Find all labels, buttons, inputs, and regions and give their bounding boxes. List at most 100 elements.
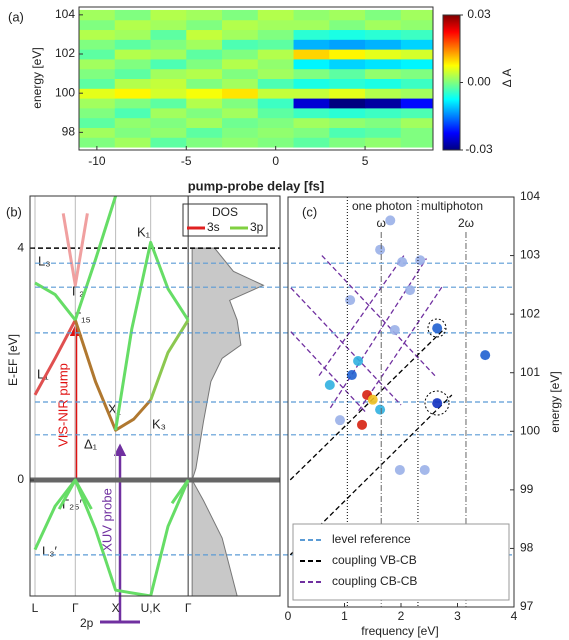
x-tick-label: Γ	[72, 601, 79, 615]
x-tick-label: 2	[398, 609, 405, 623]
band	[170, 479, 190, 505]
heat-cell	[329, 78, 366, 89]
panel-label: (c)	[302, 204, 317, 219]
heat-cell	[150, 39, 187, 50]
heat-cell	[365, 49, 402, 60]
spot	[405, 285, 416, 296]
heat-cell	[400, 107, 433, 119]
heat-cell	[222, 98, 259, 109]
heat-cell	[79, 39, 116, 50]
heat-cell	[222, 29, 259, 40]
heat-cell	[293, 29, 330, 40]
x-tick-label: -10	[88, 154, 106, 168]
spot	[346, 370, 357, 381]
heat-cell	[257, 49, 295, 60]
heat-cell	[79, 117, 116, 128]
heat-cell	[186, 107, 223, 119]
heat-cell	[79, 137, 116, 148]
spot	[375, 244, 386, 255]
heat-cell	[222, 19, 259, 31]
heat-cell	[79, 68, 116, 79]
heat-cell	[293, 58, 330, 70]
spot	[375, 404, 386, 415]
heat-cell	[329, 9, 366, 21]
heat-cell	[293, 9, 330, 21]
x-axis-label: pump-probe delay [fs]	[188, 178, 325, 193]
heat-cell	[186, 58, 223, 70]
heat-cell	[222, 137, 259, 148]
heat-cell	[365, 88, 402, 99]
heat-cell	[186, 98, 223, 109]
pump-label: VIS-NIR pump	[55, 363, 70, 447]
colorbar-tick-label: 0.03	[467, 7, 491, 21]
coupling-line	[290, 331, 368, 415]
plot-frame	[29, 195, 281, 597]
heat-cell	[400, 49, 433, 60]
heat-cell	[114, 127, 152, 138]
plot-area	[79, 9, 433, 148]
spot	[345, 295, 356, 306]
heat-cell	[186, 117, 223, 128]
band	[73, 196, 118, 321]
heat-cell	[150, 117, 187, 128]
heat-cell	[329, 58, 366, 70]
heat-cell	[222, 39, 259, 50]
heat-cell	[365, 78, 402, 89]
y-tick-label: 100	[55, 85, 75, 99]
spot	[324, 380, 335, 391]
heat-cell	[365, 29, 402, 40]
highlight	[427, 318, 447, 338]
y-tick-label: 99	[520, 482, 534, 496]
heat-cell	[365, 127, 402, 138]
spot	[334, 415, 345, 426]
dos-title: DOS	[212, 205, 238, 219]
heat-cell	[329, 39, 366, 50]
heat-cell	[186, 88, 223, 99]
y-tick-label: 102	[520, 306, 540, 320]
heat-cell	[79, 29, 116, 40]
heat-cell	[400, 39, 433, 50]
heat-cell	[257, 107, 295, 119]
heat-cell	[400, 78, 433, 89]
heat-cell	[79, 19, 116, 31]
heat-cell	[329, 117, 366, 128]
dos-legend	[182, 203, 268, 237]
x-tick-label: 4	[511, 609, 518, 623]
heat-cell	[222, 9, 259, 21]
coupling-line	[290, 287, 402, 406]
legend-label: level reference	[332, 532, 411, 546]
heat-cell	[114, 68, 152, 79]
spot	[389, 324, 400, 335]
spot	[432, 398, 443, 409]
region-label: multiphoton	[421, 199, 483, 213]
heat-cell	[365, 9, 402, 21]
heat-cell	[365, 117, 402, 128]
heat-cell	[150, 58, 187, 70]
heat-cell	[222, 49, 259, 60]
heat-cell	[329, 127, 366, 138]
heat-cell	[150, 49, 187, 60]
colorbar	[442, 14, 461, 151]
spot	[394, 464, 405, 475]
heat-cell	[329, 88, 366, 99]
heat-cell	[400, 9, 433, 21]
band-label: Γ₂₅′	[62, 496, 82, 511]
heat-cell	[114, 117, 152, 128]
x-tick-label: L	[32, 601, 39, 615]
heat-cell	[79, 107, 116, 119]
heat-cell	[400, 19, 433, 31]
heat-cell	[400, 98, 433, 109]
harmonic-label: 2ω	[458, 216, 474, 230]
heat-cell	[114, 58, 152, 70]
heat-cell	[150, 29, 187, 40]
spot	[353, 356, 364, 366]
y-tick-label: 100	[520, 423, 540, 437]
heat-cell	[186, 68, 223, 79]
heat-cell	[186, 39, 223, 50]
coupling-line	[329, 258, 427, 409]
y-tick-label: 97	[520, 599, 534, 613]
heat-cell	[150, 127, 187, 138]
heat-cell	[114, 107, 152, 119]
heat-cell	[293, 88, 330, 99]
heat-cell	[365, 19, 402, 31]
